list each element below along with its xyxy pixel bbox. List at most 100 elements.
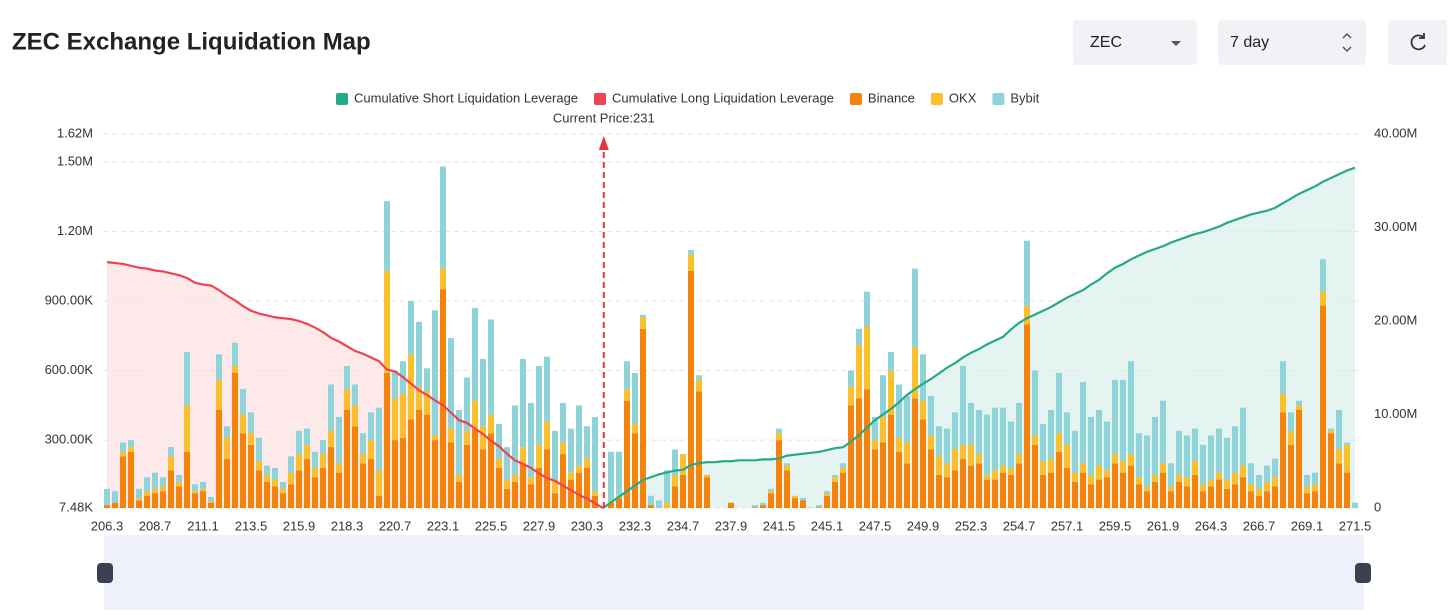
bar [400,393,406,438]
bar [848,386,854,406]
bar [816,507,822,508]
spinner[interactable] [1342,32,1352,53]
bar [1064,412,1070,445]
bar [552,430,558,480]
bar [168,447,174,457]
coin-select-box[interactable] [1073,20,1197,65]
refresh-icon[interactable] [1410,33,1426,51]
bar [1304,486,1310,494]
bar [200,481,206,489]
refresh-box[interactable] [1388,20,1447,65]
bar [936,474,942,508]
bar [672,474,678,487]
bar [1176,430,1182,475]
bar [1304,474,1310,487]
bar [912,268,918,348]
bar [376,470,382,496]
bar [904,463,910,508]
bar [888,414,894,508]
period-select-text[interactable]: 7 day [1230,34,1269,51]
bar [968,465,974,508]
bar [840,463,846,468]
bar [464,444,470,508]
bar [384,201,390,271]
bar [824,495,830,508]
bar [992,407,998,471]
slider-handle-left[interactable] [97,563,113,583]
bar [120,442,126,452]
bar [1184,477,1190,487]
bar [488,414,494,434]
bar [984,474,990,480]
bar [1216,472,1222,480]
bar [232,342,238,366]
bar [504,447,510,480]
bar [832,474,838,478]
x-tick-label: 241.5 [763,518,796,533]
legend-label: Cumulative Short Liquidation Leverage [354,90,578,105]
bar [360,454,366,464]
bar [328,430,334,448]
bar [872,416,878,441]
bar [136,500,142,508]
coin-select-text[interactable]: ZEC [1090,34,1122,51]
bar [1136,433,1142,478]
bar [544,356,550,422]
bar [880,375,886,417]
bar [400,437,406,508]
bar [688,254,694,271]
bar [800,498,806,501]
area [603,167,1355,508]
bar [336,463,342,473]
bar [432,310,438,436]
y2-tick-label: 10.00M [1374,406,1417,421]
period-select-box[interactable] [1218,20,1366,65]
bar [1104,470,1110,478]
bar [184,405,190,452]
bar [256,470,262,508]
bar [848,370,854,387]
bar [352,405,358,427]
x-tick-label: 223.1 [427,518,460,533]
bar [416,386,422,411]
bar [256,437,262,462]
caret[interactable] [1171,41,1181,46]
bar [872,449,878,508]
bar [1312,484,1318,492]
bar [1168,486,1174,492]
bar [216,379,222,411]
bar [1240,477,1246,508]
bar [160,477,166,487]
bar [608,451,614,501]
bar [592,416,598,492]
bar [464,430,470,445]
bar [784,470,790,508]
slider-handle-right[interactable] [1355,563,1371,583]
bar [1192,428,1198,462]
bar [1048,410,1054,459]
x-tick-label: 220.7 [379,518,412,533]
zoom-slider[interactable] [104,535,1364,610]
bar [624,361,630,390]
bar [920,419,926,508]
bar [1184,486,1190,508]
bar [496,467,502,508]
current-price-label: Current Price:231 [553,110,655,125]
bar [264,474,270,482]
bar [184,352,190,406]
bar [304,428,310,445]
bar [504,488,510,508]
bar [928,435,934,450]
bar [800,500,806,508]
period-select[interactable]: 7 day [1218,20,1366,65]
bar [304,458,310,508]
bar [160,486,166,492]
bar [1288,430,1294,445]
bar [792,495,798,499]
x-tick-label: 261.9 [1147,518,1180,533]
bar [776,428,782,434]
bar [136,488,142,499]
coin-select[interactable]: ZEC [1073,20,1197,65]
refresh-button[interactable] [1388,20,1447,65]
bar [112,502,118,508]
